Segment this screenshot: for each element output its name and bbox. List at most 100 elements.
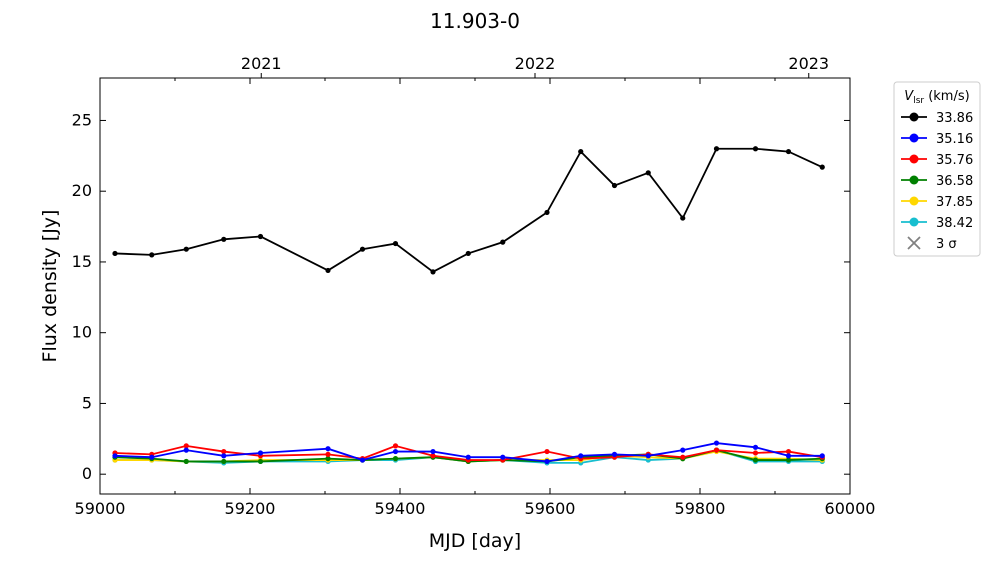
y-tick-label: 25 xyxy=(72,110,92,129)
data-point-33.86 xyxy=(465,250,471,257)
x-tick-label: 59600 xyxy=(525,499,576,518)
data-point-35.16 xyxy=(149,454,155,460)
x-axis-label: MJD [day] xyxy=(429,530,521,552)
data-point-35.16 xyxy=(645,453,651,459)
data-point-35.16 xyxy=(325,446,331,452)
legend-label-38.42: 38.42 xyxy=(936,216,973,231)
y-tick-label: 15 xyxy=(72,252,92,271)
data-point-35.16 xyxy=(752,444,759,450)
legend-marker-35.76 xyxy=(909,154,919,164)
data-point-35.16 xyxy=(183,447,189,453)
data-point-35.76 xyxy=(713,447,720,453)
data-point-35.76 xyxy=(392,443,399,449)
data-point-35.76 xyxy=(752,450,759,456)
series-line-35.16 xyxy=(114,442,823,463)
data-point-35.16 xyxy=(611,451,618,457)
data-point-35.16 xyxy=(392,448,399,455)
data-point-35.76 xyxy=(325,451,331,457)
data-point-33.86 xyxy=(713,146,720,152)
data-point-36.58 xyxy=(183,458,189,465)
data-point-35.16 xyxy=(500,454,506,460)
data-point-33.86 xyxy=(611,182,618,189)
y-tick-label: 5 xyxy=(82,393,92,412)
legend-marker-35.16 xyxy=(909,133,919,143)
legend-title-main: V xyxy=(904,89,914,104)
legend-label-36.58: 36.58 xyxy=(936,174,973,189)
data-point-33.86 xyxy=(500,239,506,245)
data-point-35.16 xyxy=(544,458,550,465)
data-point-35.16 xyxy=(578,453,584,459)
x-tick-label: 59400 xyxy=(375,499,426,518)
x-tick-label: 60000 xyxy=(825,499,876,518)
data-point-35.16 xyxy=(359,457,366,463)
data-point-33.86 xyxy=(430,269,436,275)
series-line-33.86 xyxy=(114,147,823,273)
data-point-35.16 xyxy=(713,440,720,446)
legend-label-35.16: 35.16 xyxy=(936,132,973,147)
data-point-33.86 xyxy=(112,250,118,257)
legend-title: Vlsr (km/s) xyxy=(904,89,969,106)
data-point-36.58 xyxy=(785,457,792,463)
data-point-36.58 xyxy=(392,456,399,462)
data-point-33.86 xyxy=(752,146,759,152)
data-point-36.58 xyxy=(221,458,227,465)
legend-sigma-entry: 3 σ xyxy=(907,236,957,252)
legend: Vlsr (km/s) 33.86 35.16 35.76 36.58 37.85 38.… xyxy=(893,81,981,257)
data-point-35.16 xyxy=(465,454,471,460)
data-point-33.86 xyxy=(578,148,584,155)
data-point-35.16 xyxy=(221,453,227,459)
series-line-35.76 xyxy=(114,444,823,461)
data-point-33.86 xyxy=(257,233,264,240)
data-point-35.16 xyxy=(430,448,436,455)
x-tick-label: 59800 xyxy=(675,499,726,518)
legend-box xyxy=(893,81,981,257)
data-point-33.86 xyxy=(819,164,825,170)
x-tick-label: 59000 xyxy=(75,499,126,518)
legend-label-35.76: 35.76 xyxy=(936,153,973,168)
legend-marker-38.42 xyxy=(909,217,919,227)
year-tick-label: 2022 xyxy=(515,54,556,73)
y-axis-label: Flux density [Jy] xyxy=(39,210,61,363)
data-point-33.86 xyxy=(325,267,331,274)
data-point-33.86 xyxy=(359,246,366,252)
y-tick-label: 0 xyxy=(82,464,92,483)
legend-title-sub: lsr xyxy=(913,96,924,106)
year-tick-label: 2023 xyxy=(788,54,829,73)
data-point-35.16 xyxy=(785,453,792,459)
data-point-33.86 xyxy=(221,236,227,242)
data-point-35.76 xyxy=(221,448,227,455)
plot-frame xyxy=(99,77,851,495)
y-tick-label: 10 xyxy=(72,323,92,342)
chart-title: 11.903-0 xyxy=(430,9,520,33)
legend-marker-36.58 xyxy=(909,175,919,185)
legend-marker-37.85 xyxy=(909,196,919,206)
data-point-33.86 xyxy=(645,170,651,176)
legend-label-sigma: 3 σ xyxy=(936,237,957,252)
year-tick-label: 2021 xyxy=(241,54,282,73)
data-point-33.86 xyxy=(392,240,399,247)
data-point-33.86 xyxy=(544,209,550,216)
data-point-35.76 xyxy=(183,443,189,449)
data-point-35.76 xyxy=(785,448,792,455)
legend-label-37.85: 37.85 xyxy=(936,195,973,210)
data-point-35.16 xyxy=(112,453,118,459)
y-tick-label: 20 xyxy=(72,181,92,200)
data-point-36.58 xyxy=(257,458,264,465)
data-point-35.76 xyxy=(430,453,436,459)
data-point-36.58 xyxy=(752,457,759,463)
data-point-35.16 xyxy=(680,447,686,453)
sigma-x-icon-b xyxy=(907,236,921,250)
data-point-33.86 xyxy=(680,215,686,221)
legend-marker-33.86 xyxy=(909,112,919,122)
data-point-35.76 xyxy=(544,448,550,455)
x-tick-label: 59200 xyxy=(225,499,276,518)
data-point-33.86 xyxy=(183,246,189,252)
legend-label-33.86: 33.86 xyxy=(936,111,973,126)
legend-title-unit: (km/s) xyxy=(924,89,970,104)
data-point-35.76 xyxy=(680,454,686,460)
data-point-36.58 xyxy=(325,456,331,462)
data-point-35.16 xyxy=(819,453,825,459)
data-point-33.86 xyxy=(149,252,155,258)
data-point-35.16 xyxy=(257,450,264,456)
